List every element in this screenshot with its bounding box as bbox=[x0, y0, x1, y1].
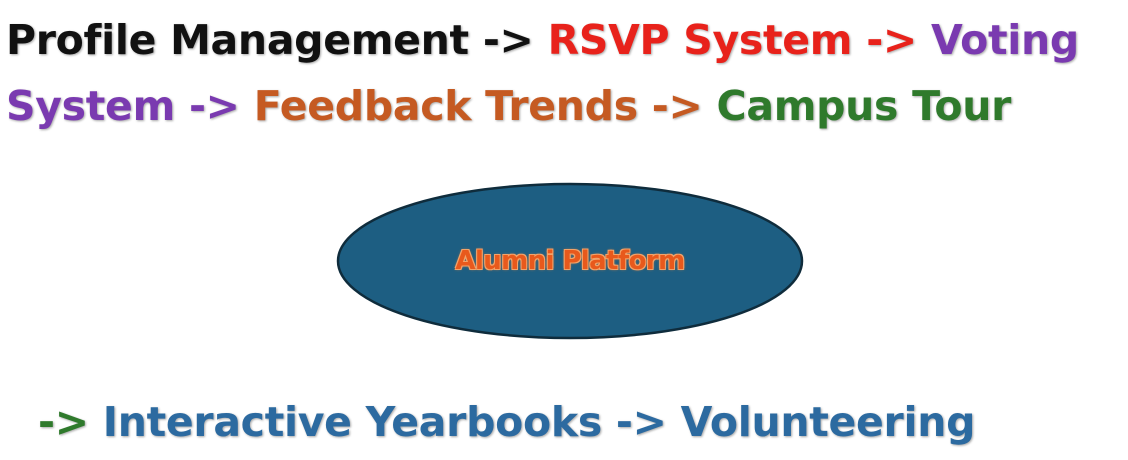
central-node-label: Alumni Platform bbox=[455, 246, 685, 276]
central-node: Alumni Platform bbox=[335, 181, 805, 341]
flow-line-3: -> Interactive Yearbooks -> Volunteering bbox=[38, 396, 975, 448]
line1-segment: RSVP System -> bbox=[547, 16, 931, 64]
line1-segment: Voting bbox=[930, 16, 1079, 64]
line2-segment: Feedback Trends -> bbox=[253, 82, 717, 130]
line3-segment: -> bbox=[38, 398, 103, 446]
line2-segment: System -> bbox=[6, 82, 254, 130]
central-ellipse-shape bbox=[336, 182, 804, 340]
flow-line-1: Profile Management -> RSVP System -> Vot… bbox=[6, 14, 1079, 66]
line2-segment: Campus Tour bbox=[716, 82, 1012, 130]
line3-segment: Interactive Yearbooks -> Volunteering bbox=[102, 398, 976, 446]
central-ellipse bbox=[336, 182, 804, 340]
flow-line-2: System -> Feedback Trends -> Campus Tour bbox=[6, 80, 1011, 132]
line1-segment: Profile Management -> bbox=[6, 16, 548, 64]
